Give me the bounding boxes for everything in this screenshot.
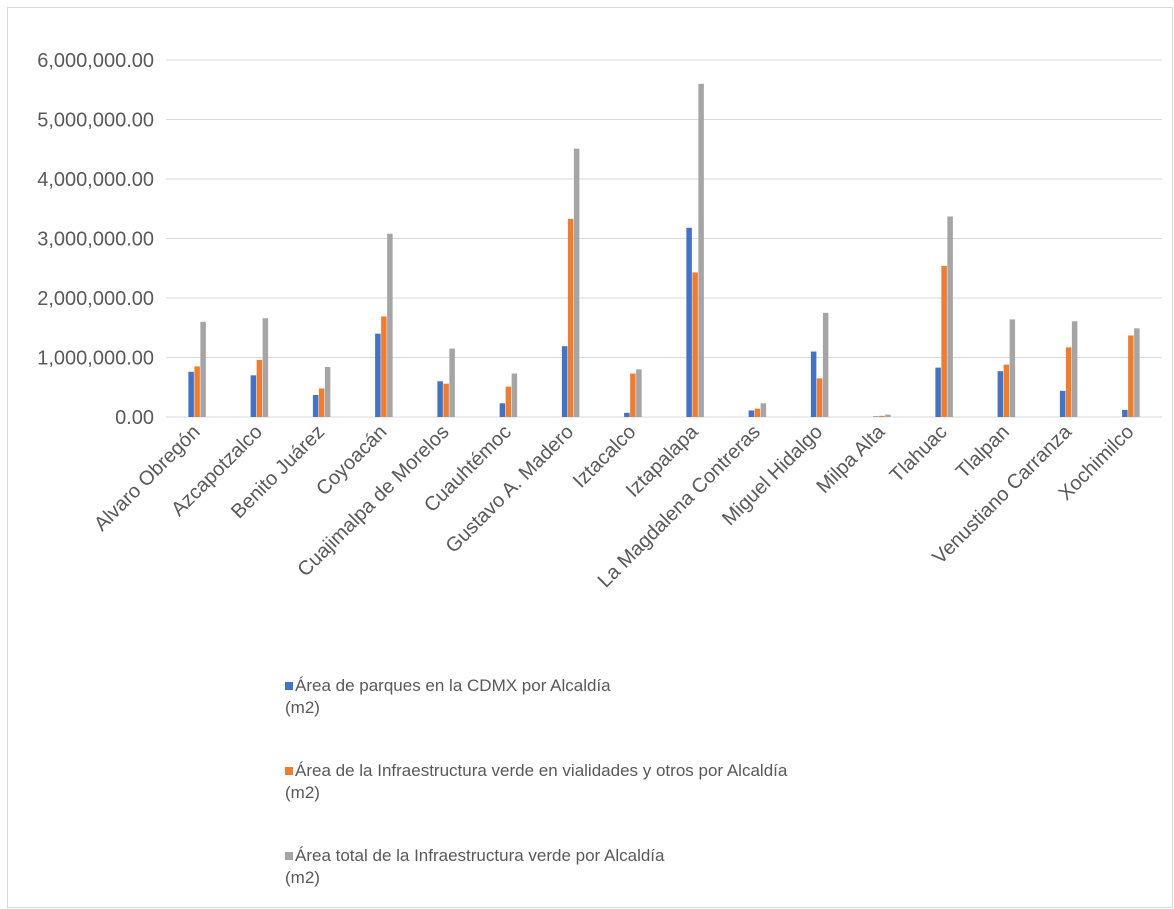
bar (1003, 364, 1010, 417)
legend: Área total de la Infraestructura verde p… (285, 845, 664, 889)
legend-item-total: Área total de la Infraestructura verde p… (285, 845, 664, 889)
bar (387, 233, 393, 417)
legend-label-total: Área total de la Infraestructura verde p… (295, 846, 665, 865)
bar (1009, 319, 1016, 417)
bar (748, 410, 755, 417)
bar (879, 415, 885, 417)
bar (200, 321, 206, 417)
bar (381, 316, 387, 417)
legend-label-parques: Área de parques en la CDMX por Alcaldía (295, 676, 611, 695)
x-tick-label: Milpa Alta (813, 420, 890, 497)
legend-swatch-parques (285, 682, 293, 690)
bar (318, 388, 325, 417)
legend-item-parques: Área de parques en la CDMX por Alcaldía … (285, 675, 611, 719)
bar (947, 216, 953, 417)
bar (375, 333, 381, 417)
bar (505, 386, 512, 417)
y-tick-label: 0.00 (115, 407, 154, 429)
bar (816, 378, 823, 417)
bar (636, 369, 642, 417)
bar (262, 318, 269, 417)
bar (1059, 390, 1066, 417)
y-tick-label: 1,000,000.00 (37, 348, 154, 370)
legend-swatch-vialidades (285, 767, 293, 775)
bar (312, 394, 319, 417)
legend-item-vialidades: Área de la Infraestructura verde en vial… (285, 760, 787, 804)
legend-label-vialidades: Área de la Infraestructura verde en vial… (295, 761, 788, 780)
x-tick-label: Tlahuac (886, 421, 952, 487)
bar (443, 383, 449, 417)
bar (561, 346, 568, 417)
bar (188, 371, 194, 417)
y-tick-label: 4,000,000.00 (37, 169, 154, 191)
bar (499, 403, 506, 417)
y-tick-label: 3,000,000.00 (37, 229, 154, 251)
bar (324, 367, 331, 417)
bar (624, 412, 630, 417)
bar (686, 227, 692, 417)
y-tick-label: 5,000,000.00 (37, 110, 154, 132)
y-tick-label: 2,000,000.00 (37, 288, 154, 310)
x-tick-label: Tlalpan (952, 421, 1014, 483)
legend-label-parques-unit: (m2) (285, 698, 320, 717)
bar (573, 148, 580, 417)
bar (256, 359, 263, 417)
legend-label-total-unit: (m2) (285, 868, 320, 887)
bar (511, 373, 518, 417)
y-tick-label: 6,000,000.00 (37, 50, 154, 72)
bar (437, 381, 443, 417)
bar (449, 348, 455, 417)
bar (941, 265, 947, 417)
legend: Área de la Infraestructura verde en vial… (285, 760, 787, 804)
bar (698, 83, 704, 418)
x-tick-label: Alvaro Obregón (90, 421, 205, 536)
bar (630, 373, 636, 417)
bar (1065, 347, 1072, 417)
bar (873, 416, 879, 417)
bar (760, 403, 767, 417)
bar (935, 367, 941, 417)
bar (1128, 335, 1134, 417)
legend-swatch-total (285, 852, 293, 860)
bar (250, 375, 257, 417)
bar (822, 312, 829, 417)
bar (754, 408, 761, 417)
bar (885, 414, 891, 417)
bar (1134, 328, 1140, 417)
bar (1122, 409, 1128, 417)
chart-frame (7, 7, 1173, 908)
bar (810, 351, 817, 417)
legend: Área de parques en la CDMX por Alcaldía … (285, 675, 611, 719)
bar (692, 272, 698, 417)
legend-label-vialidades-unit: (m2) (285, 783, 320, 802)
bar (1071, 321, 1078, 417)
bar (194, 366, 200, 417)
bar (997, 371, 1004, 417)
bar (567, 218, 574, 417)
